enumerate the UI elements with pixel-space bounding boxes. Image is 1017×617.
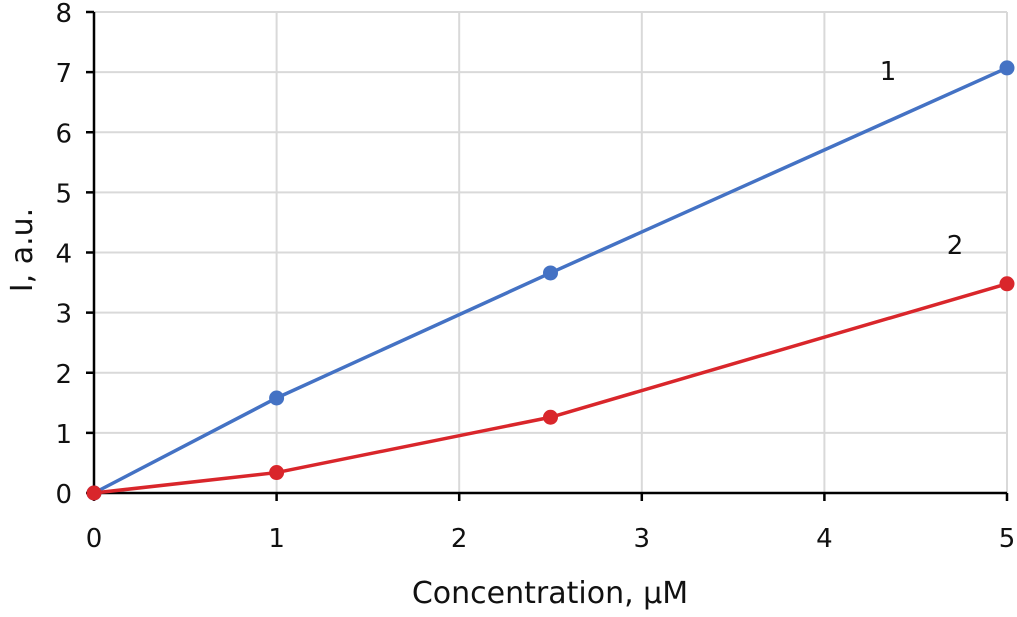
data-point-series-1 (999, 60, 1015, 76)
y-tick-label: 4 (55, 240, 72, 270)
x-tick-label: 4 (816, 524, 833, 554)
x-tick-label: 5 (999, 524, 1016, 554)
data-point-series-1 (543, 265, 558, 281)
data-point-series-2 (269, 465, 285, 481)
x-tick-label: 2 (451, 524, 468, 554)
data-point-series-2 (86, 485, 102, 501)
x-tick-label: 0 (86, 524, 103, 554)
series: 12 (86, 57, 1015, 501)
series-line-2 (93, 282, 1008, 495)
data-point-series-2 (543, 409, 558, 425)
x-axis-label: Concentration, µM (412, 576, 688, 611)
y-tick-label: 5 (55, 179, 72, 209)
y-tick-label: 0 (55, 480, 72, 510)
y-tick-label: 8 (55, 0, 72, 29)
grid (94, 11, 1008, 493)
y-tick-label: 2 (55, 360, 72, 390)
x-tick-label: 1 (268, 524, 285, 554)
x-tick-label: 3 (634, 524, 651, 554)
axes (86, 10, 1009, 501)
data-point-series-2 (999, 276, 1015, 292)
y-tick-label: 7 (55, 59, 72, 89)
data-point-series-1 (269, 390, 285, 406)
y-tick-label: 1 (55, 420, 72, 450)
y-tick-label: 6 (55, 119, 72, 149)
series-label-1: 1 (880, 57, 897, 87)
series-line-1 (93, 66, 1008, 495)
y-tick-label: 3 (55, 300, 72, 330)
y-axis-label: I, a.u. (5, 208, 40, 292)
series-label-2: 2 (947, 231, 964, 261)
